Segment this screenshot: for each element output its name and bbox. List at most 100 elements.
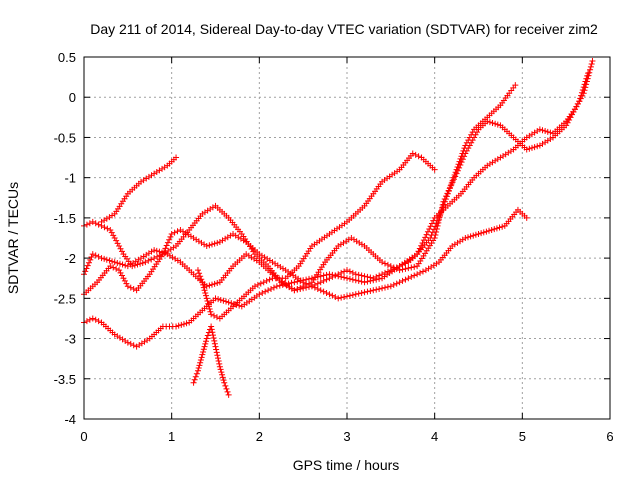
data-point: [352, 291, 359, 298]
data-point: [581, 87, 588, 94]
data-point: [173, 154, 180, 161]
data-point: [326, 271, 333, 278]
data-point: [294, 285, 301, 292]
data-point: [326, 291, 333, 298]
data-point: [341, 274, 348, 281]
data-point: [175, 322, 182, 329]
data-point: [542, 128, 549, 135]
data-point: [111, 235, 118, 241]
data-point: [225, 299, 232, 306]
data-point: [589, 58, 596, 65]
data-point: [204, 332, 211, 339]
data-point: [434, 222, 441, 229]
data-point: [118, 272, 125, 279]
data-point: [471, 134, 478, 141]
data-point: [387, 263, 394, 270]
data-point: [320, 277, 327, 284]
data-point: [469, 137, 476, 144]
data-point: [92, 220, 99, 227]
data-point: [205, 303, 212, 310]
data-point: [164, 239, 171, 246]
data-point: [210, 334, 217, 341]
data-point: [124, 339, 131, 346]
data-point: [426, 226, 433, 233]
data-point: [202, 340, 209, 347]
data-point: [344, 293, 350, 300]
data-point: [203, 295, 210, 302]
data-point: [576, 98, 583, 105]
data-point: [489, 119, 496, 126]
data-point: [190, 379, 197, 386]
data-point: [458, 159, 465, 166]
data-point: [216, 360, 223, 367]
data-point: [225, 391, 232, 398]
data-point: [358, 272, 365, 279]
data-point: [462, 235, 469, 241]
data-point: [219, 371, 226, 378]
data-point: [468, 139, 475, 146]
data-point: [364, 288, 371, 295]
data-point: [349, 276, 356, 283]
data-point: [320, 288, 327, 295]
data-point: [122, 262, 129, 269]
data-point: [200, 284, 207, 291]
data-point: [203, 243, 210, 250]
data-point: [206, 306, 213, 313]
data-point: [341, 293, 348, 300]
data-point: [384, 261, 391, 268]
data-point: [335, 295, 342, 302]
data-point: [95, 221, 102, 228]
data-point: [364, 278, 371, 285]
data-point: [127, 340, 134, 347]
data-point: [212, 343, 219, 350]
data-point: [523, 214, 530, 221]
y-tick-label: -2.5: [54, 291, 76, 306]
data-point: [107, 226, 114, 233]
y-tick-label: -3.5: [54, 372, 76, 387]
data-point: [194, 267, 201, 274]
data-point: [95, 318, 102, 325]
data-point: [492, 120, 499, 127]
data-point: [208, 326, 215, 333]
series-trace-6: [190, 323, 232, 398]
data-point: [547, 129, 554, 136]
data-point: [130, 285, 137, 292]
data-point: [523, 146, 530, 153]
data-point: [367, 287, 374, 294]
data-point: [162, 245, 169, 252]
data-point: [116, 267, 123, 274]
data-point: [200, 348, 207, 355]
data-point: [472, 231, 479, 238]
data-point: [424, 228, 431, 235]
data-point: [103, 256, 110, 263]
data-point: [379, 285, 386, 292]
data-point: [285, 280, 292, 287]
data-point: [142, 259, 149, 266]
data-point: [203, 283, 210, 290]
data-point: [370, 287, 377, 294]
data-point: [432, 231, 439, 238]
y-tick-label: -3: [64, 332, 76, 347]
data-point: [199, 279, 206, 286]
data-point: [373, 276, 380, 283]
data-point: [211, 337, 218, 344]
data-point: [534, 143, 541, 150]
data-point: [346, 275, 353, 282]
chart-title: Day 211 of 2014, Sidereal Day-to-day VTE…: [90, 21, 598, 37]
data-point: [98, 255, 105, 262]
data-point: [134, 261, 141, 268]
data-point: [265, 287, 272, 294]
y-tick-label: -1: [64, 171, 76, 186]
data-point: [159, 249, 166, 256]
data-point: [475, 230, 482, 237]
data-point: [221, 379, 228, 386]
data-point: [441, 195, 448, 202]
data-point: [526, 145, 533, 152]
data-point: [217, 296, 224, 303]
data-point: [145, 257, 152, 264]
data-point: [449, 179, 456, 186]
data-point: [215, 357, 222, 364]
data-point: [355, 290, 362, 297]
data-point: [110, 264, 117, 271]
data-point: [168, 230, 175, 237]
